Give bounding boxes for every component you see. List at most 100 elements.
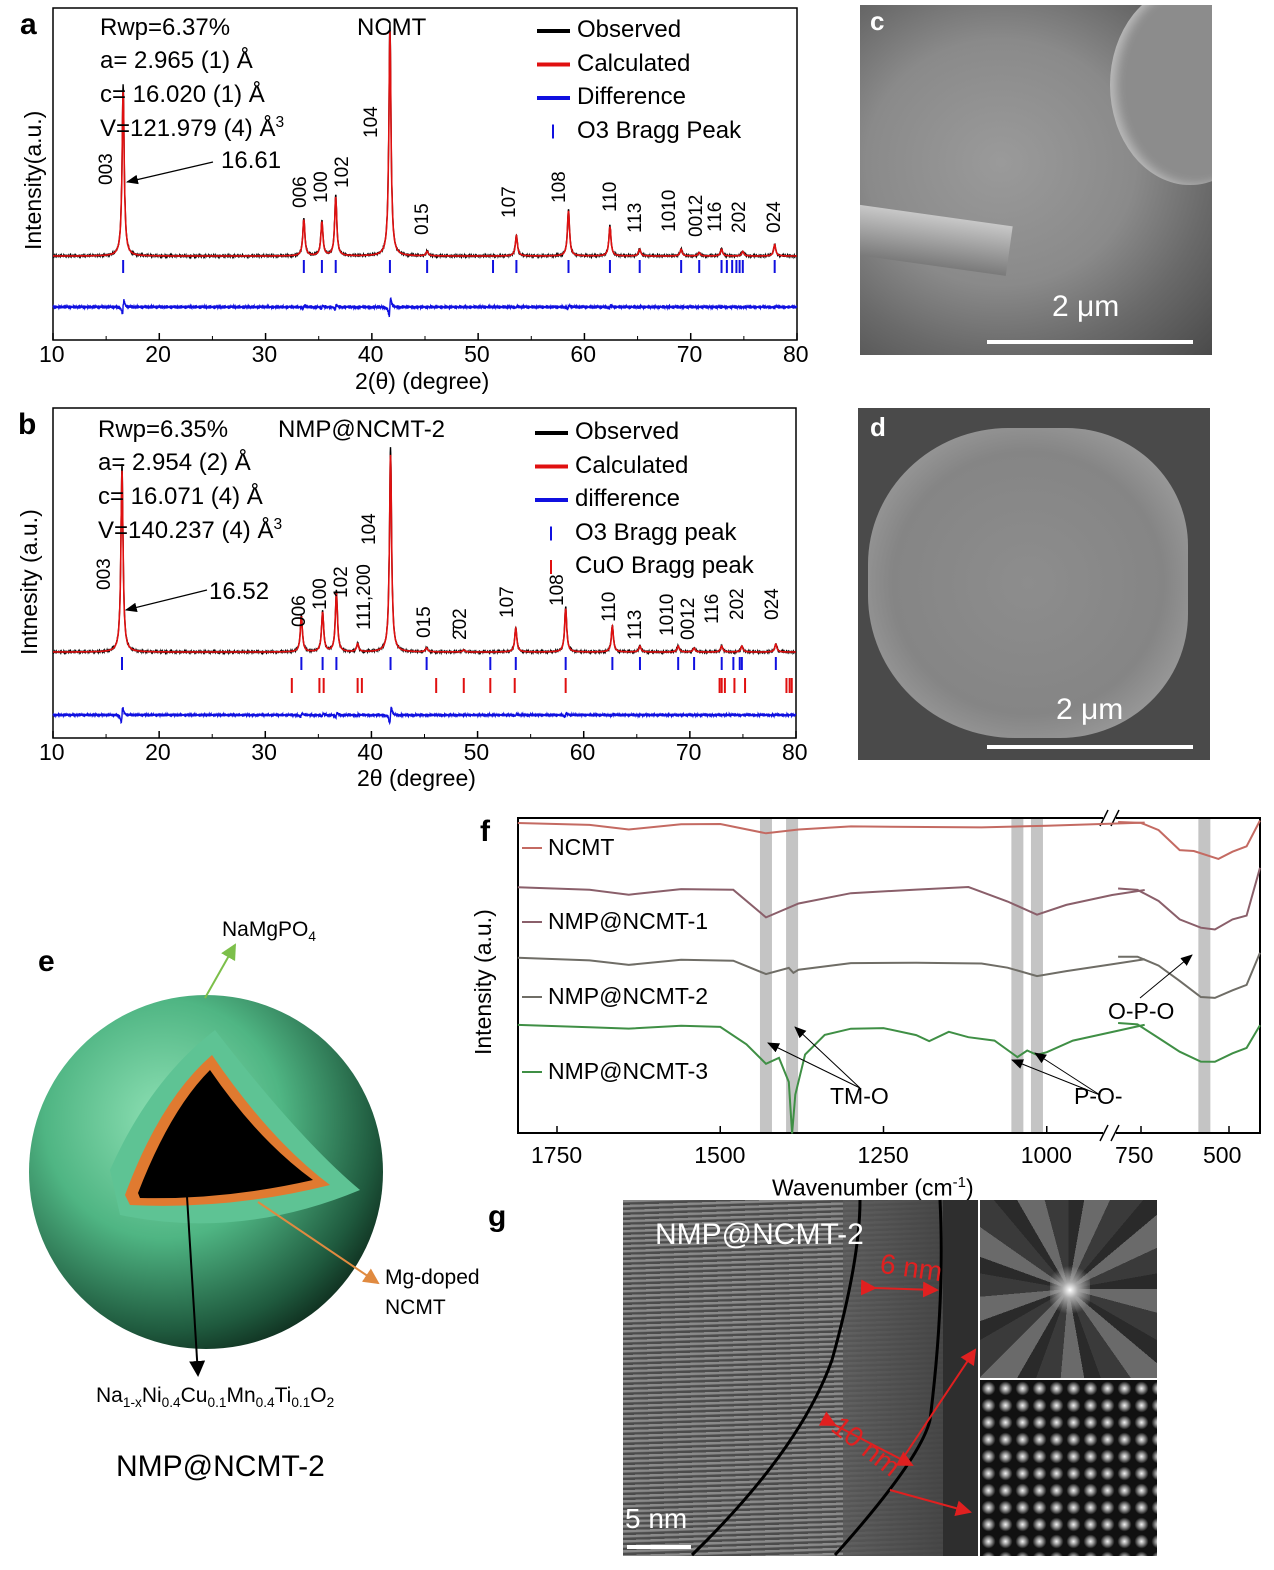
panel-label-d: d xyxy=(870,412,886,442)
sem-image-d xyxy=(858,408,1210,760)
legend-label: Calculated xyxy=(575,451,689,479)
xlabel-sup: -1 xyxy=(952,1174,966,1191)
formula-el: Ti xyxy=(274,1384,292,1407)
outer-boundary-line xyxy=(833,1199,943,1557)
title-b: NMP@NCMT-2 xyxy=(278,416,446,443)
sem-image-c xyxy=(860,5,1212,355)
formula-el: O xyxy=(310,1384,327,1407)
plot-frame xyxy=(517,817,1261,1134)
x-tick-label: 10 xyxy=(39,739,65,765)
legend-label: Observed xyxy=(577,16,682,43)
v-param-text: V=121.979 (4) Å xyxy=(100,115,276,142)
formula-sub: 2 xyxy=(326,1395,335,1411)
x-tick-label: 500 xyxy=(1203,1142,1242,1168)
annotation-arrow xyxy=(1034,1052,1101,1096)
xrd-chart-b xyxy=(52,407,797,739)
axis-break-gap xyxy=(1103,812,1116,1139)
a-param-b: a= 2.954 (2) Å xyxy=(98,449,251,476)
calculated-line xyxy=(53,30,797,257)
annotation-arrow xyxy=(1139,954,1193,999)
band xyxy=(1198,818,1211,1133)
annotation-o-p-o: O-P-O xyxy=(1108,998,1175,1024)
difference-line xyxy=(52,297,798,318)
x-tick-label: 30 xyxy=(251,739,277,765)
ftir-line xyxy=(1118,952,1261,999)
formula-el: Mn xyxy=(226,1384,256,1407)
shell-label-text: NaMgPO xyxy=(222,918,309,941)
panel-label-b: b xyxy=(18,408,37,441)
legend-label: CuO Bragg peak xyxy=(575,552,754,579)
axis-break-mark xyxy=(1099,1124,1109,1142)
x-tick-label: 60 xyxy=(569,739,596,765)
ftir-line xyxy=(517,1023,1145,1134)
annotation-tm-o: TM-O xyxy=(830,1083,889,1109)
inset-arrow xyxy=(889,1489,972,1517)
panel-label-a: a xyxy=(20,8,37,41)
legend-label: difference xyxy=(575,485,680,512)
annotation-p-o: P-O- xyxy=(1074,1083,1123,1109)
legend-label: Difference xyxy=(577,83,686,110)
shell-label: NaMgPO4 xyxy=(222,918,316,944)
formula-sub: 0.1 xyxy=(207,1395,227,1411)
xrd-chart-a xyxy=(52,7,798,341)
arrow-value-b: 16.52 xyxy=(209,578,270,605)
xlabel-a: 2(θ) (degree) xyxy=(355,368,490,394)
v-param-sup: 3 xyxy=(275,114,285,131)
x-tick-label: 70 xyxy=(676,341,703,367)
xlabel-b: 2θ (degree) xyxy=(357,765,476,791)
arrow-003 xyxy=(125,161,214,185)
x-tick-label: 40 xyxy=(357,341,384,367)
schematic-caption: NMP@NCMT-2 xyxy=(116,1450,325,1483)
panel-label-c: c xyxy=(870,6,885,36)
legend-label: NMP@NCMT-2 xyxy=(548,983,709,1009)
x-tick-label: 40 xyxy=(357,739,384,765)
band xyxy=(786,818,799,1133)
core-formula: Na1-xNi0.4Cu0.1Mn0.4Ti0.1O2 xyxy=(96,1384,334,1410)
band xyxy=(759,818,772,1133)
mg-doped-label-1: Mg-doped xyxy=(385,1266,480,1289)
legend-label: NCMT xyxy=(548,834,615,860)
tem-title: NMP@NCMT-2 xyxy=(655,1218,864,1251)
formula-el: Na xyxy=(96,1384,123,1407)
ftir-line xyxy=(517,885,1145,919)
x-tick-label: 30 xyxy=(251,341,278,367)
tem-scale-bar xyxy=(627,1545,691,1549)
formula-el: Cu xyxy=(180,1384,208,1407)
inner-boundary-line xyxy=(690,1199,862,1557)
difference-line xyxy=(52,706,797,726)
v-param-sup: 3 xyxy=(273,516,283,533)
ftir-chart xyxy=(517,809,1261,1142)
v-param-a: V=121.979 (4) Å3 xyxy=(100,114,284,143)
scale-label-c: 2 μm xyxy=(1052,290,1120,323)
inset-arrow xyxy=(904,1348,977,1456)
title-a: NCMT xyxy=(357,14,427,41)
formula-el: Ni xyxy=(141,1384,162,1407)
shell-label-sub: 4 xyxy=(308,929,316,945)
calculated-line xyxy=(53,454,796,653)
x-tick-label: 10 xyxy=(39,341,65,367)
tem-edge xyxy=(943,1200,978,1556)
core-arrow xyxy=(185,1179,206,1377)
v-param-b: V=140.237 (4) Å3 xyxy=(98,516,282,545)
panel-label-e: e xyxy=(38,945,55,978)
formula-sub: 0.1 xyxy=(291,1395,311,1411)
x-tick-label: 20 xyxy=(145,739,171,765)
x-tick-label: 50 xyxy=(464,341,490,367)
mg-doped-label-2: NCMT xyxy=(385,1296,446,1319)
scale-bar-c xyxy=(987,340,1193,344)
legend-label: NMP@NCMT-3 xyxy=(548,1058,709,1084)
ftir-line xyxy=(517,821,1145,835)
scale-label-d: 2 μm xyxy=(1056,693,1124,726)
x-tick-label: 60 xyxy=(570,341,597,367)
formula-sub: 0.4 xyxy=(255,1395,275,1411)
xlabel-f: Wavenumber (cm-1) xyxy=(772,1170,974,1201)
thickness-arrow xyxy=(818,1411,914,1466)
sem-particle xyxy=(868,428,1188,738)
x-tick-label: 1000 xyxy=(1020,1142,1072,1168)
panel-label-g: g xyxy=(488,1200,507,1233)
annotation-arrow xyxy=(1011,1059,1101,1096)
a-param-a: a= 2.965 (1) Å xyxy=(100,47,253,74)
fft-image xyxy=(980,1200,1157,1378)
x-tick-label: 80 xyxy=(782,739,808,765)
